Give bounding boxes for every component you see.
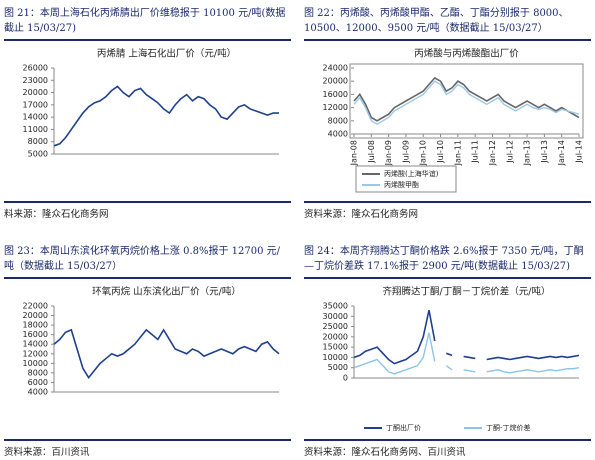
series-line bbox=[53, 85, 279, 147]
x-tick-label: Jan-09 bbox=[384, 140, 393, 166]
x-tick-label: Jul-12 bbox=[505, 140, 514, 164]
y-tick-label: 4000 bbox=[28, 388, 48, 397]
y-tick-label: 4000 bbox=[328, 130, 348, 139]
rule bbox=[304, 201, 591, 203]
y-tick-label: 14000 bbox=[23, 113, 48, 122]
y-tick-label: 30000 bbox=[323, 312, 348, 321]
x-tick-label: Jan-13 bbox=[523, 140, 532, 166]
y-tick-label: 12000 bbox=[23, 349, 48, 358]
figure-source: 资料来源：百川资讯 bbox=[4, 447, 90, 458]
y-tick-label: 22000 bbox=[23, 302, 48, 311]
y-tick-label: 26000 bbox=[23, 64, 48, 73]
y-tick-label: 8000 bbox=[28, 137, 48, 146]
figure-source: 料来源：隆众石化商务网 bbox=[4, 209, 109, 220]
y-tick-label: 20000 bbox=[23, 311, 48, 320]
x-tick-label: Jan-12 bbox=[488, 140, 497, 166]
chart-title: 丙烯酸与丙烯酸酯出厂价 bbox=[414, 48, 519, 60]
rule bbox=[4, 439, 291, 441]
legend-frame bbox=[355, 165, 457, 193]
y-tick-label: 5000 bbox=[328, 363, 348, 372]
y-tick-label: 5000 bbox=[28, 150, 48, 159]
figure-caption: 图 22：丙烯酸、丙烯酸甲酯、乙酯、丁酯分别报于 8000、10500、1200… bbox=[304, 8, 569, 34]
y-tick-label: 18000 bbox=[23, 321, 48, 330]
x-tick-label: Jan-10 bbox=[419, 140, 428, 166]
rule bbox=[304, 39, 591, 41]
y-tick-label: 24000 bbox=[323, 64, 348, 73]
y-tick-label: 16000 bbox=[23, 330, 48, 339]
figure-source: 资料来源：隆众石化商务网、百川资讯 bbox=[304, 447, 466, 458]
x-tick-label: Jul-14 bbox=[575, 140, 584, 164]
y-tick-label: 23000 bbox=[23, 76, 48, 85]
series-line bbox=[353, 80, 580, 125]
y-tick-label: 6000 bbox=[28, 378, 48, 387]
series-line bbox=[463, 369, 476, 373]
y-tick-label: 12000 bbox=[323, 103, 348, 112]
rule bbox=[304, 277, 591, 279]
legend-label: 丁酮-丁烷价差 bbox=[486, 423, 531, 432]
x-tick-label: Jul-13 bbox=[540, 140, 549, 164]
chart-title: 环氧丙烷 山东滨化出厂价（元/吨） bbox=[92, 286, 241, 298]
chart: 丙烯酸与丙烯酸酯出厂价 4000 8000 12000 16000 20000 24000 J… bbox=[323, 48, 584, 193]
y-tick-label: 8000 bbox=[328, 116, 348, 125]
y-tick-label: 17000 bbox=[23, 100, 48, 109]
chart-title: 齐翔腾达丁酮/丁酮－丁烷价差（元/吨） bbox=[383, 286, 551, 298]
series-line bbox=[353, 76, 580, 122]
y-tick-label: 10000 bbox=[23, 359, 48, 368]
y-tick-label: 15000 bbox=[323, 343, 348, 352]
y-tick-label: 35000 bbox=[323, 302, 348, 311]
figure-source: 资料来源：隆众石化商务网 bbox=[304, 209, 419, 220]
series-line bbox=[353, 309, 436, 365]
y-tick-label: 20000 bbox=[323, 332, 348, 341]
y-tick-label: 25000 bbox=[323, 322, 348, 331]
figure-caption: 图 24：本周齐翔腾达丁酮价格跌 2.6%报于 7350 元/吨，丁酮—丁烷价差… bbox=[304, 246, 584, 272]
y-tick-label: 20000 bbox=[23, 88, 48, 97]
x-tick-label: Jul-08 bbox=[367, 140, 376, 164]
series-line bbox=[486, 367, 580, 374]
legend-label: 丙烯酸(上海华谊) bbox=[384, 169, 439, 178]
figure-caption: 图 23：本周山东滨化环氧丙烷价格上涨 0.8%报于 12700 元/吨（数据截… bbox=[4, 246, 281, 272]
series-line bbox=[486, 354, 580, 361]
x-tick-label: Jul-11 bbox=[471, 140, 480, 164]
y-tick-label: 8000 bbox=[28, 368, 48, 377]
y-tick-label: 10000 bbox=[323, 353, 348, 362]
y-tick-label: 0 bbox=[343, 374, 348, 383]
rule bbox=[4, 39, 291, 41]
rule bbox=[4, 277, 291, 279]
y-tick-label: 11000 bbox=[23, 125, 48, 134]
series-line bbox=[53, 328, 280, 380]
series-line bbox=[463, 355, 476, 360]
legend-label: 丁酮出厂价 bbox=[386, 423, 421, 432]
figure-caption: 图 21：本周上海石化丙烯腈出厂价维稳报于 10100 元/吨(数据截止 15/… bbox=[4, 8, 286, 34]
x-tick-label: Jul-09 bbox=[401, 140, 410, 164]
rule bbox=[304, 439, 591, 441]
plot-frame bbox=[349, 63, 584, 139]
x-tick-label: Jan-08 bbox=[350, 140, 359, 166]
x-tick-label: Jan-11 bbox=[453, 140, 462, 166]
series-line bbox=[446, 352, 453, 357]
y-tick-label: 20000 bbox=[323, 77, 348, 86]
chart: 环氧丙烷 山东滨化出厂价（元/吨）40006000800010000120001… bbox=[23, 286, 280, 397]
chart: 丙烯腈 上海石化出厂价（元/吨） 5000 8000 11000 14000 17000 2… bbox=[23, 48, 279, 159]
x-tick-label: Jul-10 bbox=[436, 140, 445, 164]
legend-label: 丙烯酸甲酯 bbox=[384, 180, 419, 189]
x-tick-label: Jan-14 bbox=[557, 140, 566, 166]
chart-title: 丙烯腈 上海石化出厂价（元/吨） bbox=[97, 48, 236, 60]
y-tick-label: 14000 bbox=[23, 340, 48, 349]
y-tick-label: 16000 bbox=[323, 90, 348, 99]
rule bbox=[4, 201, 291, 203]
series-line bbox=[445, 365, 453, 371]
series-line bbox=[353, 332, 436, 375]
